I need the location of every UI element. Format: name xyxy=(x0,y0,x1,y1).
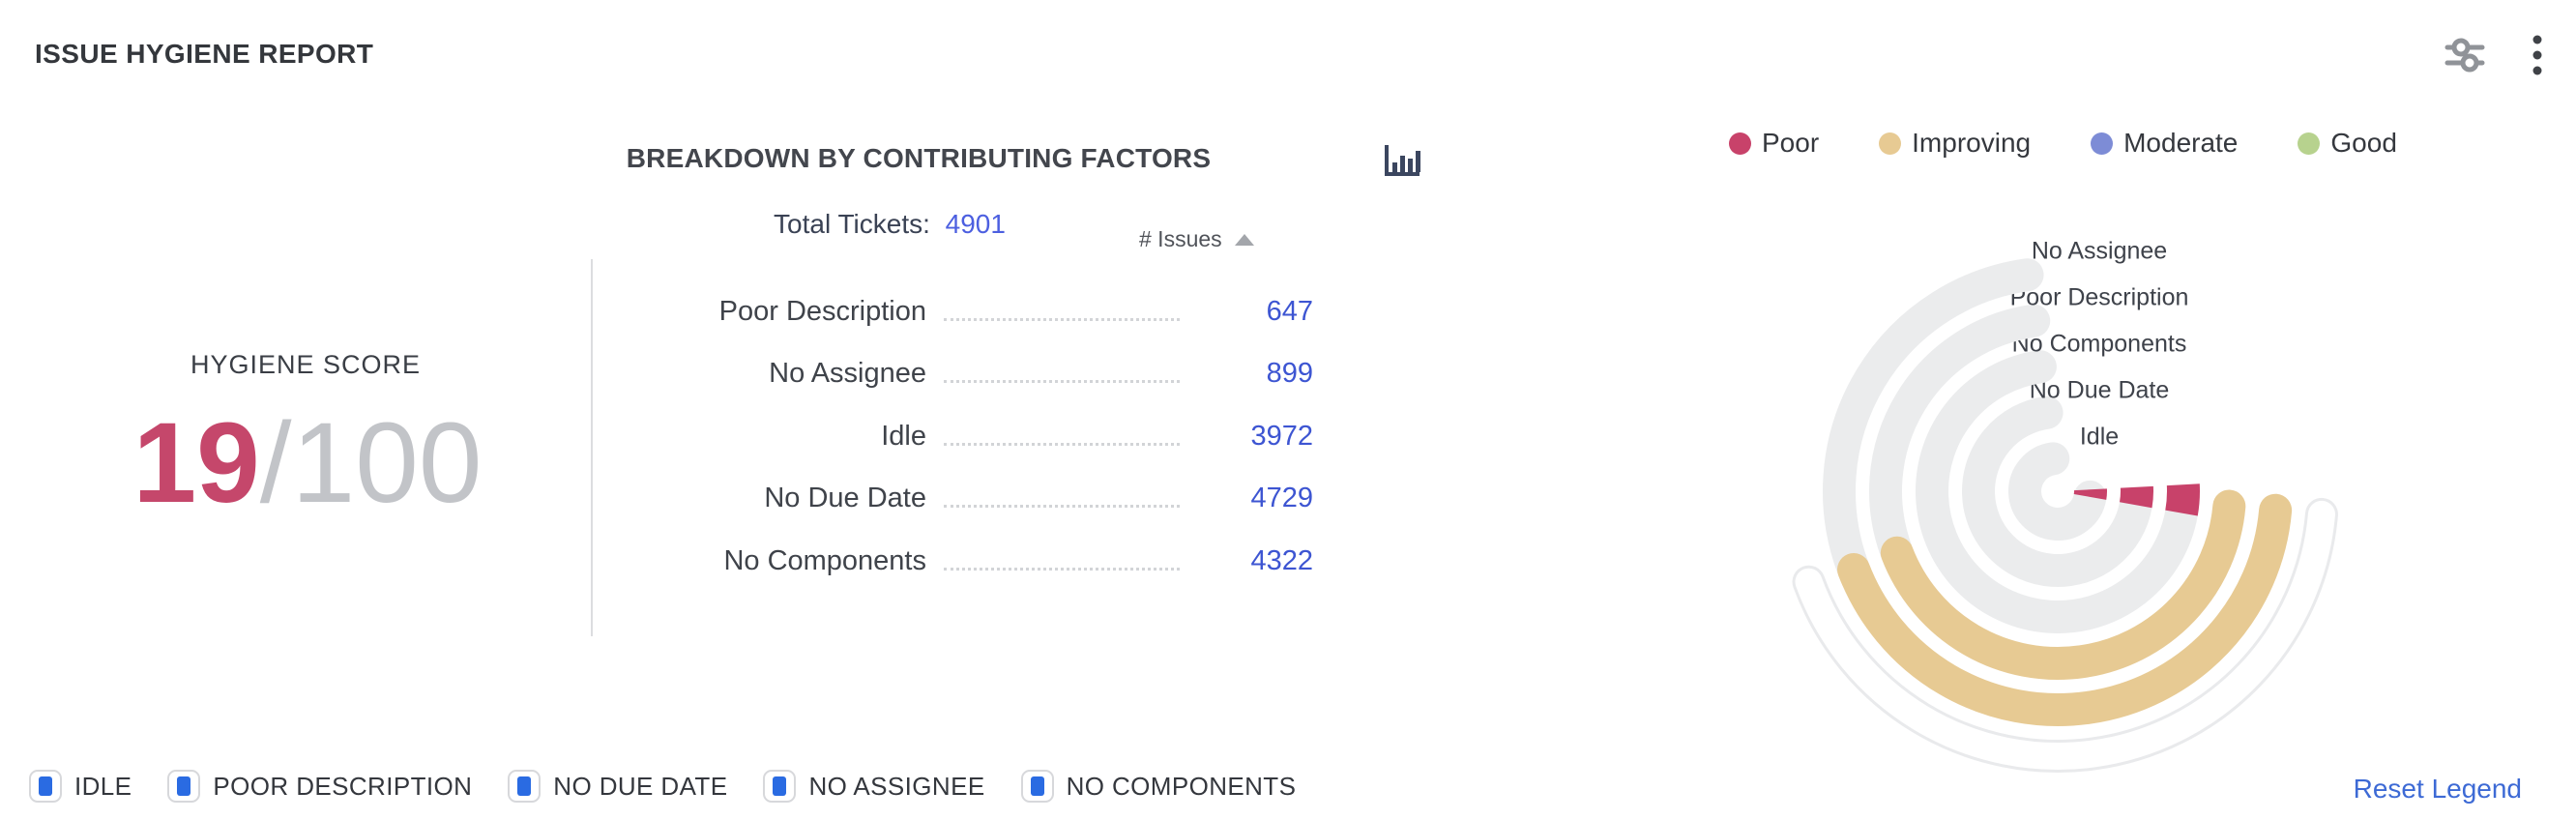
checkbox-icon[interactable] xyxy=(763,770,797,803)
dotted-leader xyxy=(944,505,1180,509)
ring-value-poor-description xyxy=(1880,489,2246,680)
ring-label-no-assignee: No Assignee xyxy=(2032,238,2167,265)
table-row: Idle 3972 xyxy=(881,420,1313,452)
score-current: 19 xyxy=(132,399,260,527)
legend-item-idle[interactable]: IDLE xyxy=(29,770,132,803)
ring-track-no-due-date xyxy=(1962,395,2152,587)
ring-track-poor-description xyxy=(1869,304,2051,567)
ring-value-no-assignee xyxy=(1837,493,2293,726)
status-legend: Poor Improving Moderate Good xyxy=(1729,128,2397,159)
total-tickets-value[interactable]: 4901 xyxy=(945,209,1006,239)
dotted-leader xyxy=(944,567,1180,571)
total-tickets: Total Tickets: 4901 xyxy=(774,209,1006,240)
issues-column-header[interactable]: # Issues xyxy=(1139,226,1254,252)
ring-label-no-due-date: No Due Date xyxy=(2030,377,2170,404)
dotted-leader xyxy=(944,380,1180,384)
status-legend-item-moderate: Moderate xyxy=(2091,128,2238,159)
status-legend-item-good: Good xyxy=(2298,128,2397,159)
legend-item-no-components[interactable]: NO COMPONENTS xyxy=(1020,770,1297,803)
ring-track-idle xyxy=(2008,442,2107,541)
kebab-menu-icon[interactable] xyxy=(2532,34,2543,76)
ring-value-idle xyxy=(2073,488,2107,500)
score-separator: / xyxy=(259,399,292,527)
ring-track-no-assignee xyxy=(1823,258,2044,583)
score-max: 100 xyxy=(291,399,483,527)
hygiene-score-value: 19/100 xyxy=(133,406,483,520)
ghost-ring-fill xyxy=(1795,500,2335,770)
ring-value-no-due-date xyxy=(2119,485,2153,509)
ring-track-no-components xyxy=(1916,350,2199,633)
table-row: No Due Date 4729 xyxy=(764,483,1313,514)
dotted-leader xyxy=(944,317,1180,321)
moderate-dot-icon xyxy=(2091,132,2114,155)
header-actions xyxy=(2443,33,2543,77)
checkbox-icon[interactable] xyxy=(1020,770,1054,803)
page-title: ISSUE HYGIENE REPORT xyxy=(35,39,374,69)
vertical-divider xyxy=(591,259,593,636)
poor-dot-icon xyxy=(1729,132,1751,155)
legend-item-poor-description[interactable]: POOR DESCRIPTION xyxy=(167,770,472,803)
checkbox-icon[interactable] xyxy=(167,770,201,803)
filter-sliders-icon[interactable] xyxy=(2443,33,2487,77)
reset-legend-link[interactable]: Reset Legend xyxy=(2353,774,2522,804)
checkbox-icon[interactable] xyxy=(508,770,542,803)
legend-item-no-due-date[interactable]: NO DUE DATE xyxy=(508,770,727,803)
table-row: Poor Description 647 xyxy=(718,295,1313,327)
total-tickets-label: Total Tickets: xyxy=(774,209,930,239)
chart-legend: IDLE POOR DESCRIPTION NO DUE DATE NO ASS… xyxy=(29,770,1296,803)
checkbox-icon[interactable] xyxy=(29,770,62,803)
legend-item-no-assignee[interactable]: NO ASSIGNEE xyxy=(763,770,984,803)
improving-dot-icon xyxy=(1879,132,1902,155)
bar-chart-icon[interactable] xyxy=(1379,141,1423,180)
sort-ascending-icon xyxy=(1234,233,1254,246)
ring-label-poor-description: Poor Description xyxy=(2010,284,2189,311)
table-row: No Components 4322 xyxy=(723,544,1313,576)
hygiene-score-label: HYGIENE SCORE xyxy=(190,350,422,379)
table-row: No Assignee 899 xyxy=(769,358,1313,390)
good-dot-icon xyxy=(2298,132,2321,155)
status-legend-item-poor: Poor xyxy=(1729,128,1819,159)
breakdown-section-title: BREAKDOWN BY CONTRIBUTING FACTORS xyxy=(626,143,1212,173)
dotted-leader xyxy=(944,442,1180,446)
ring-label-idle: Idle xyxy=(2080,424,2119,451)
contributing-factors-table: Poor Description 647 No Assignee 899 Idl… xyxy=(636,280,1313,593)
status-legend-item-improving: Improving xyxy=(1879,128,2031,159)
ring-value-no-components xyxy=(2165,483,2200,516)
